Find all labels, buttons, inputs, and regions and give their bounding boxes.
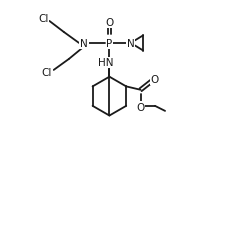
Text: HN: HN	[98, 58, 113, 68]
Text: P: P	[106, 39, 113, 49]
Text: O: O	[105, 18, 113, 28]
Text: Cl: Cl	[42, 68, 52, 78]
Text: N: N	[127, 39, 134, 49]
Text: O: O	[150, 74, 159, 84]
Text: Cl: Cl	[38, 14, 49, 24]
Text: O: O	[136, 102, 145, 112]
Text: N: N	[80, 39, 88, 49]
